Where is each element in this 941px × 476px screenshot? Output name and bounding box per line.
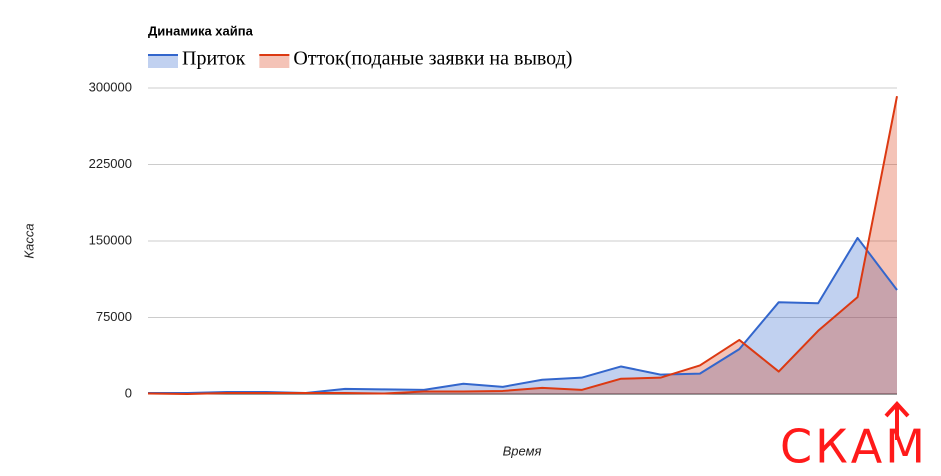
legend-label: Приток xyxy=(182,48,246,70)
y-tick-label: 225000 xyxy=(89,156,132,171)
annotation: 0 75000 150000 225000 300000 Приток Отток(пода… xyxy=(89,48,928,474)
x-axis-label: Время xyxy=(503,443,542,458)
annotation-arrowhead xyxy=(884,401,910,418)
y-tick-label: 300000 xyxy=(89,79,132,94)
line xyxy=(147,95,898,395)
y-tick-label: 150000 xyxy=(89,232,132,247)
chart-title: Динамика хайпа xyxy=(148,23,254,38)
y-tick-label: 0 xyxy=(125,385,132,400)
annotation-text: СКАМ xyxy=(780,420,928,474)
legend-swatch xyxy=(259,54,290,68)
area xyxy=(148,96,897,394)
legend-swatch xyxy=(148,54,178,68)
legend-label: Отток(поданые заявки на вывод) xyxy=(293,48,572,70)
area xyxy=(148,237,897,394)
y-axis-label: Касса xyxy=(21,223,36,258)
y-tick-label: 75000 xyxy=(96,309,132,324)
